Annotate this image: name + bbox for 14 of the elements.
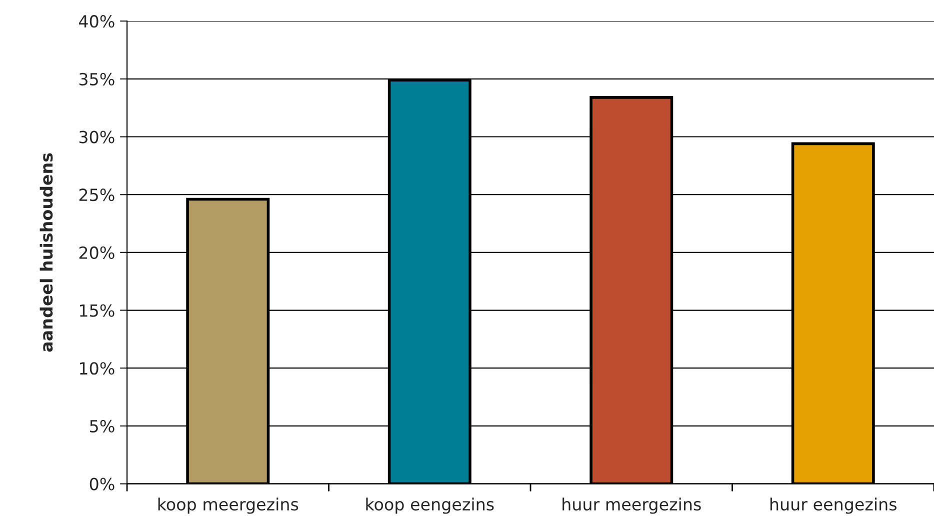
x-tick-label: huur meergezins — [562, 498, 701, 514]
x-tick-label: koop meergezins — [158, 498, 298, 514]
y-tick-label: 35% — [79, 72, 114, 86]
y-tick-label: 0% — [90, 478, 114, 490]
x-tick-label: koop eengezins — [366, 498, 494, 514]
y-tick-label: 25% — [79, 188, 114, 202]
x-tick-label: huur eengezins — [770, 498, 896, 514]
y-tick-label: 5% — [90, 420, 114, 433]
y-axis-title: aandeel huishoudens — [40, 153, 53, 352]
y-tick-label: 15% — [80, 304, 114, 317]
y-tick-label: 40% — [78, 15, 114, 28]
y-tick-label: 10% — [80, 362, 114, 375]
y-tick-label: 20% — [79, 246, 114, 259]
y-tick-label: 30% — [79, 130, 114, 144]
